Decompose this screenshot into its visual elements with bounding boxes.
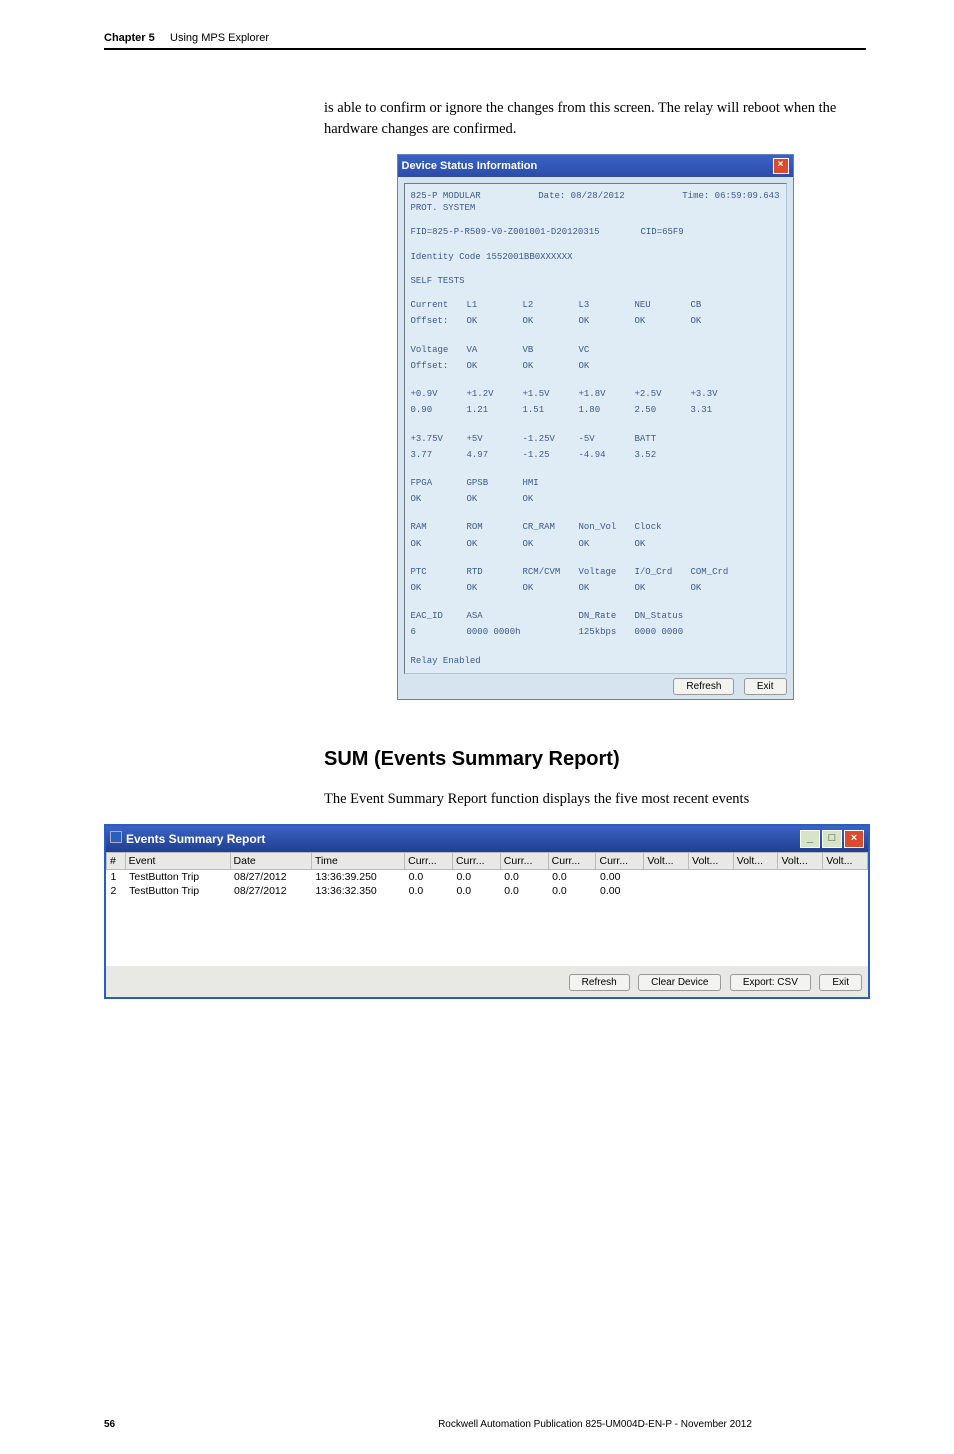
ds-time: Time: 06:59:09.643 bbox=[682, 190, 779, 214]
publication: Rockwell Automation Publication 825-UM00… bbox=[324, 1419, 866, 1430]
table-header[interactable]: Curr... bbox=[405, 852, 453, 869]
table-header[interactable]: Curr... bbox=[500, 852, 548, 869]
table-header[interactable]: Date bbox=[230, 852, 311, 869]
ds-system: PROT. SYSTEM bbox=[411, 202, 481, 214]
table-header[interactable]: Volt... bbox=[778, 852, 823, 869]
ds-row-current: Current L1 L2 L3 NEU CB bbox=[411, 299, 780, 311]
table-header[interactable]: Volt... bbox=[689, 852, 734, 869]
ds-model: 825-P MODULAR bbox=[411, 190, 481, 202]
app-icon bbox=[110, 831, 122, 843]
events-window: Events Summary Report _ □ × #EventDateTi… bbox=[104, 824, 870, 999]
ds-row-eac: EAC_ID ASA DN_Rate DN_Status bbox=[411, 610, 780, 622]
ds-refresh-button[interactable]: Refresh bbox=[673, 678, 734, 695]
ev-clear-button[interactable]: Clear Device bbox=[638, 974, 721, 991]
ds-identity: Identity Code 1552001BB0XXXXXX bbox=[411, 251, 780, 263]
ev-refresh-button[interactable]: Refresh bbox=[569, 974, 630, 991]
table-header[interactable]: Event bbox=[125, 852, 230, 869]
intro-text: is able to confirm or ignore the changes… bbox=[324, 98, 866, 140]
ev-exit-button[interactable]: Exit bbox=[819, 974, 862, 991]
minimize-icon[interactable]: _ bbox=[800, 830, 820, 848]
close-icon[interactable]: × bbox=[773, 158, 789, 174]
page-number: 56 bbox=[104, 1419, 324, 1430]
ds-row-ptc: PTC RTD RCM/CVM Voltage I/O_Crd COM_Crd bbox=[411, 566, 780, 578]
table-header[interactable]: Curr... bbox=[452, 852, 500, 869]
table-header[interactable]: Curr... bbox=[596, 852, 644, 869]
ds-row-voltages2: +3.75V +5V -1.25V -5V BATT bbox=[411, 433, 780, 445]
device-status-title: Device Status Information bbox=[402, 160, 538, 172]
chapter-label: Chapter 5 bbox=[104, 32, 155, 44]
ds-date: Date: 08/28/2012 bbox=[538, 190, 624, 214]
ds-exit-button[interactable]: Exit bbox=[744, 678, 787, 695]
ds-self: SELF TESTS bbox=[411, 275, 780, 287]
close-icon[interactable]: × bbox=[844, 830, 864, 848]
ds-relay: Relay Enabled bbox=[411, 655, 780, 667]
ds-cid: CID=65F9 bbox=[641, 226, 684, 238]
chapter-title: Using MPS Explorer bbox=[170, 32, 269, 44]
section-heading: SUM (Events Summary Report) bbox=[324, 748, 866, 771]
ds-row-current-vals: Offset: OK OK OK OK OK bbox=[411, 315, 780, 327]
ds-row-voltages1: +0.9V +1.2V +1.5V +1.8V +2.5V +3.3V bbox=[411, 388, 780, 400]
table-header[interactable]: Curr... bbox=[548, 852, 596, 869]
table-header[interactable]: # bbox=[107, 852, 126, 869]
table-row[interactable]: 1TestButton Trip08/27/201213:36:39.2500.… bbox=[107, 869, 868, 884]
ev-export-button[interactable]: Export: CSV bbox=[730, 974, 811, 991]
table-header[interactable]: Volt... bbox=[823, 852, 868, 869]
maximize-icon[interactable]: □ bbox=[822, 830, 842, 848]
table-header[interactable]: Volt... bbox=[733, 852, 778, 869]
ds-fid: FID=825-P-R509-V0-Z001001-D20120315 bbox=[411, 226, 641, 238]
table-header[interactable]: Time bbox=[311, 852, 404, 869]
events-title: Events Summary Report bbox=[126, 832, 265, 846]
table-row[interactable]: 2TestButton Trip08/27/201213:36:32.3500.… bbox=[107, 884, 868, 898]
section-body: The Event Summary Report function displa… bbox=[324, 789, 866, 810]
ds-row-fpga: FPGA GPSB HMI bbox=[411, 477, 780, 489]
table-header[interactable]: Volt... bbox=[644, 852, 689, 869]
device-status-window: Device Status Information × 825-P MODULA… bbox=[397, 154, 794, 700]
ds-row-voltage: Voltage VA VB VC bbox=[411, 344, 780, 356]
ds-row-ram: RAM ROM CR_RAM Non_Vol Clock bbox=[411, 521, 780, 533]
events-table: #EventDateTimeCurr...Curr...Curr...Curr.… bbox=[106, 852, 868, 898]
